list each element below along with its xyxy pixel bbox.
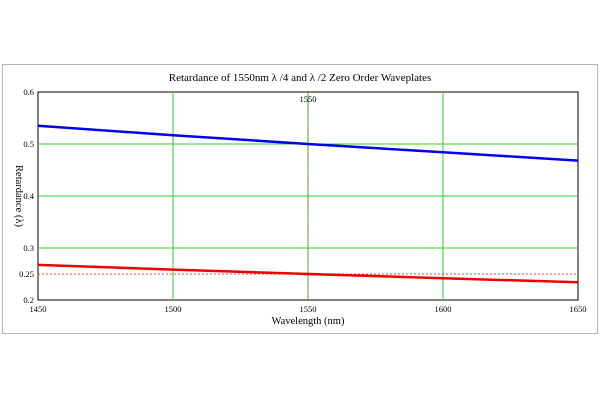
chart: Retardance of 1550nm λ /4 and λ /2 Zero … bbox=[13, 72, 587, 327]
x-tick-label: 1500 bbox=[165, 304, 182, 314]
y-tick-label: 0.5 bbox=[23, 139, 34, 149]
x-tick-label: 1550 bbox=[300, 304, 317, 314]
y-axis-label: Retardance (λ) bbox=[13, 165, 24, 227]
y-tick-label: 0.2 bbox=[23, 295, 34, 305]
x-tick-label: 1450 bbox=[30, 304, 47, 314]
y-tick-label: 0.3 bbox=[23, 243, 34, 253]
y-tick-label: 0.4 bbox=[23, 191, 34, 201]
y-tick-label: 0.6 bbox=[23, 87, 34, 97]
series-line-1 bbox=[37, 124, 579, 162]
x-axis-label: Wavelength (nm) bbox=[272, 316, 345, 327]
x-tick-label: 1600 bbox=[435, 304, 452, 314]
x-tick-label: 1650 bbox=[570, 304, 587, 314]
chart-title: Retardance of 1550nm λ /4 and λ /2 Zero … bbox=[169, 72, 432, 84]
y-tick-label: 0.25 bbox=[19, 269, 34, 279]
tick-layer: 1450 1500 1550 1600 1650 0.2 0.25 0.3 0.4 0.5 0.6 bbox=[19, 87, 586, 314]
chart-frame: Retardance of 1550nm λ /4 and λ /2 Zero … bbox=[2, 64, 598, 334]
marker-label: 1550 bbox=[300, 94, 317, 104]
series-line-2 bbox=[37, 263, 579, 284]
series-layer bbox=[37, 124, 579, 284]
